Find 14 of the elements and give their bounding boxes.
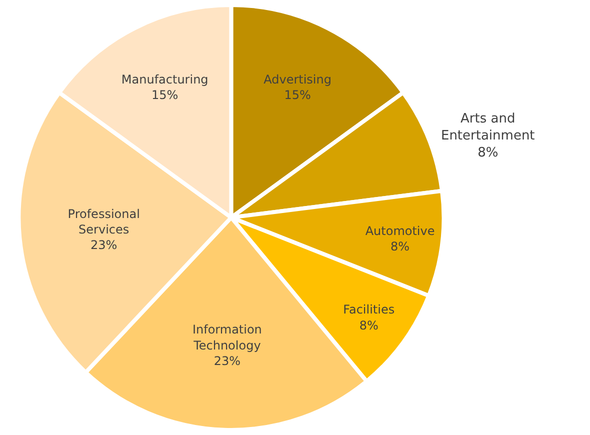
data-label: 23% — [214, 354, 241, 368]
data-label: 8% — [390, 240, 410, 254]
slice-label: Facilities — [343, 302, 395, 317]
data-label: 15% — [152, 88, 178, 102]
slice-label: Professional Services — [68, 206, 140, 237]
slice-label: Arts and Entertainment — [440, 112, 535, 144]
data-label: 23% — [90, 238, 118, 252]
data-label: 15% — [284, 88, 311, 102]
slice-label: Advertising — [264, 72, 332, 86]
slice-label: Manufacturing — [121, 72, 208, 86]
data-label: 8% — [478, 145, 498, 160]
slice-label: Automotive — [365, 224, 435, 238]
slice-label: Information Technology — [192, 322, 262, 352]
data-label: 8% — [359, 318, 378, 332]
